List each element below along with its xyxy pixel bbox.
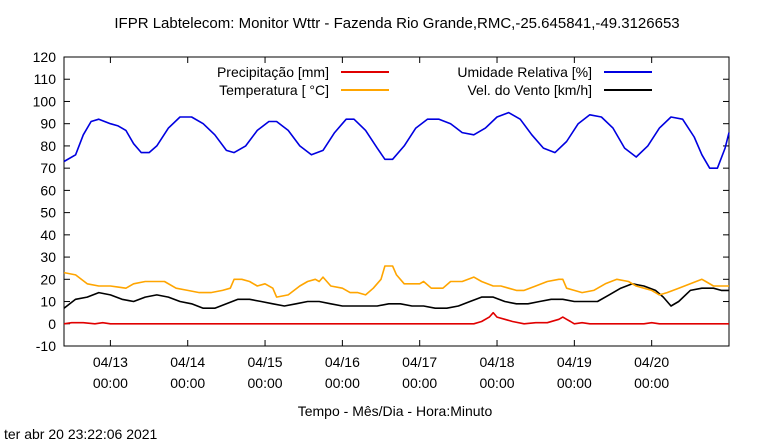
- chart-title: IFPR Labtelecom: Monitor Wttr - Fazenda …: [114, 15, 679, 32]
- y-tick-label: 90: [40, 116, 56, 132]
- x-tick-label-time: 00:00: [557, 375, 592, 391]
- y-tick-label: -10: [36, 338, 56, 354]
- legend-label: Precipitação [mm]: [217, 64, 329, 80]
- x-tick-label-date: 04/17: [402, 354, 437, 370]
- y-tick-label: 40: [40, 227, 56, 243]
- x-tick-label-date: 04/19: [557, 354, 592, 370]
- y-tick-label: 70: [40, 160, 56, 176]
- y-tick-label: 30: [40, 249, 56, 265]
- x-tick-label-time: 00:00: [402, 375, 437, 391]
- x-tick-label-time: 00:00: [479, 375, 514, 391]
- y-tick-label: 120: [33, 49, 57, 65]
- x-axis: 04/13 00:00 04/14 00:00 04/15 00:00 04/16 00:00…: [93, 57, 669, 391]
- x-tick-label-time: 00:00: [248, 375, 283, 391]
- y-tick-label: 60: [40, 182, 56, 198]
- series-line-1: [63, 311, 729, 325]
- timestamp: ter abr 20 23:22:06 2021: [4, 426, 158, 442]
- y-tick-label: 100: [33, 93, 57, 109]
- y-tick-label: 80: [40, 138, 56, 154]
- x-tick-label-time: 00:00: [634, 375, 669, 391]
- x-tick-label-time: 00:00: [325, 375, 360, 391]
- series-line-2: [63, 265, 729, 298]
- series-line-4: [63, 282, 729, 310]
- y-tick-label: 110: [34, 71, 57, 87]
- x-tick-label-date: 04/16: [325, 354, 360, 370]
- x-tick-label-time: 00:00: [170, 375, 205, 391]
- x-tick-label-date: 04/14: [170, 354, 205, 370]
- x-tick-label-date: 04/18: [479, 354, 514, 370]
- legend: Precipitação [mm] Temperatura [ °C] Umidad…: [217, 64, 652, 98]
- y-tick-label: 0: [48, 316, 56, 332]
- x-tick-label-time: 00:00: [93, 375, 128, 391]
- x-tick-label-date: 04/15: [248, 354, 283, 370]
- y-tick-label: 20: [40, 271, 56, 287]
- legend-label: Temperatura [ °C]: [219, 82, 329, 98]
- plot-frame: [63, 56, 730, 347]
- x-axis-label: Tempo - Mês/Dia - Hora:Minuto: [298, 403, 493, 419]
- series-line-3: [63, 111, 730, 169]
- y-tick-label: 50: [40, 205, 56, 221]
- series-layer: [63, 111, 730, 325]
- y-axis: -10 0 10 20 30 40 50 60 70 80 90 100 110 120: [33, 49, 729, 354]
- y-tick-label: 10: [40, 294, 56, 310]
- legend-label: Vel. do Vento [km/h]: [467, 82, 592, 98]
- legend-label: Umidade Relativa [%]: [457, 64, 592, 80]
- x-tick-label-date: 04/20: [634, 354, 669, 370]
- plot-border: [63, 56, 730, 347]
- x-tick-label-date: 04/13: [93, 354, 128, 370]
